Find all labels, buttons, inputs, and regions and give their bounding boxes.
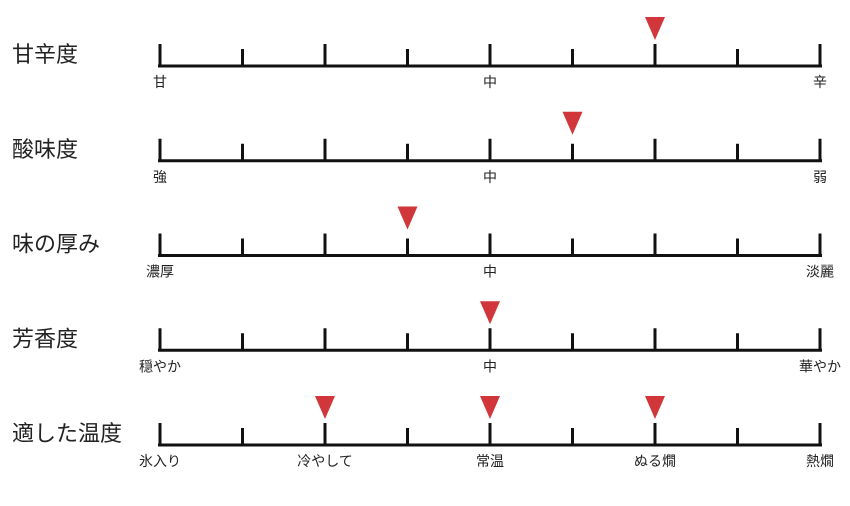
scale-label: 熱燗 [806, 454, 834, 470]
row-title: 甘辛度 [12, 43, 78, 68]
scale-label: 強 [153, 170, 167, 186]
scale-label: 中 [483, 75, 497, 91]
scale-label: 冷やして [297, 454, 353, 470]
scale-label: 濃厚 [146, 265, 174, 281]
marker [562, 111, 583, 135]
marker [480, 301, 500, 325]
scale-label: ぬる燗 [634, 454, 676, 470]
scale-label: 華やか [799, 359, 841, 375]
scale-label: 穏やか [139, 359, 181, 375]
scale-label: 淡麗 [806, 265, 834, 281]
marker [645, 396, 665, 419]
row-title: 酸味度 [12, 138, 78, 163]
scale-label: 弱 [813, 170, 827, 186]
marker [397, 206, 418, 230]
scale-label: 常温 [476, 454, 504, 470]
scale-label: 甘 [153, 75, 167, 91]
scale-label: 氷入り [139, 454, 181, 470]
row-title: 芳香度 [12, 327, 78, 352]
row-title: 適した温度 [12, 422, 122, 447]
marker [480, 396, 500, 419]
scale-label: 中 [483, 170, 497, 186]
row-title: 味の厚み [12, 233, 100, 258]
marker [315, 396, 335, 419]
marker [645, 17, 665, 40]
scale-label: 中 [483, 265, 497, 281]
scale-label: 中 [483, 359, 497, 375]
scale-label: 辛 [813, 75, 827, 91]
